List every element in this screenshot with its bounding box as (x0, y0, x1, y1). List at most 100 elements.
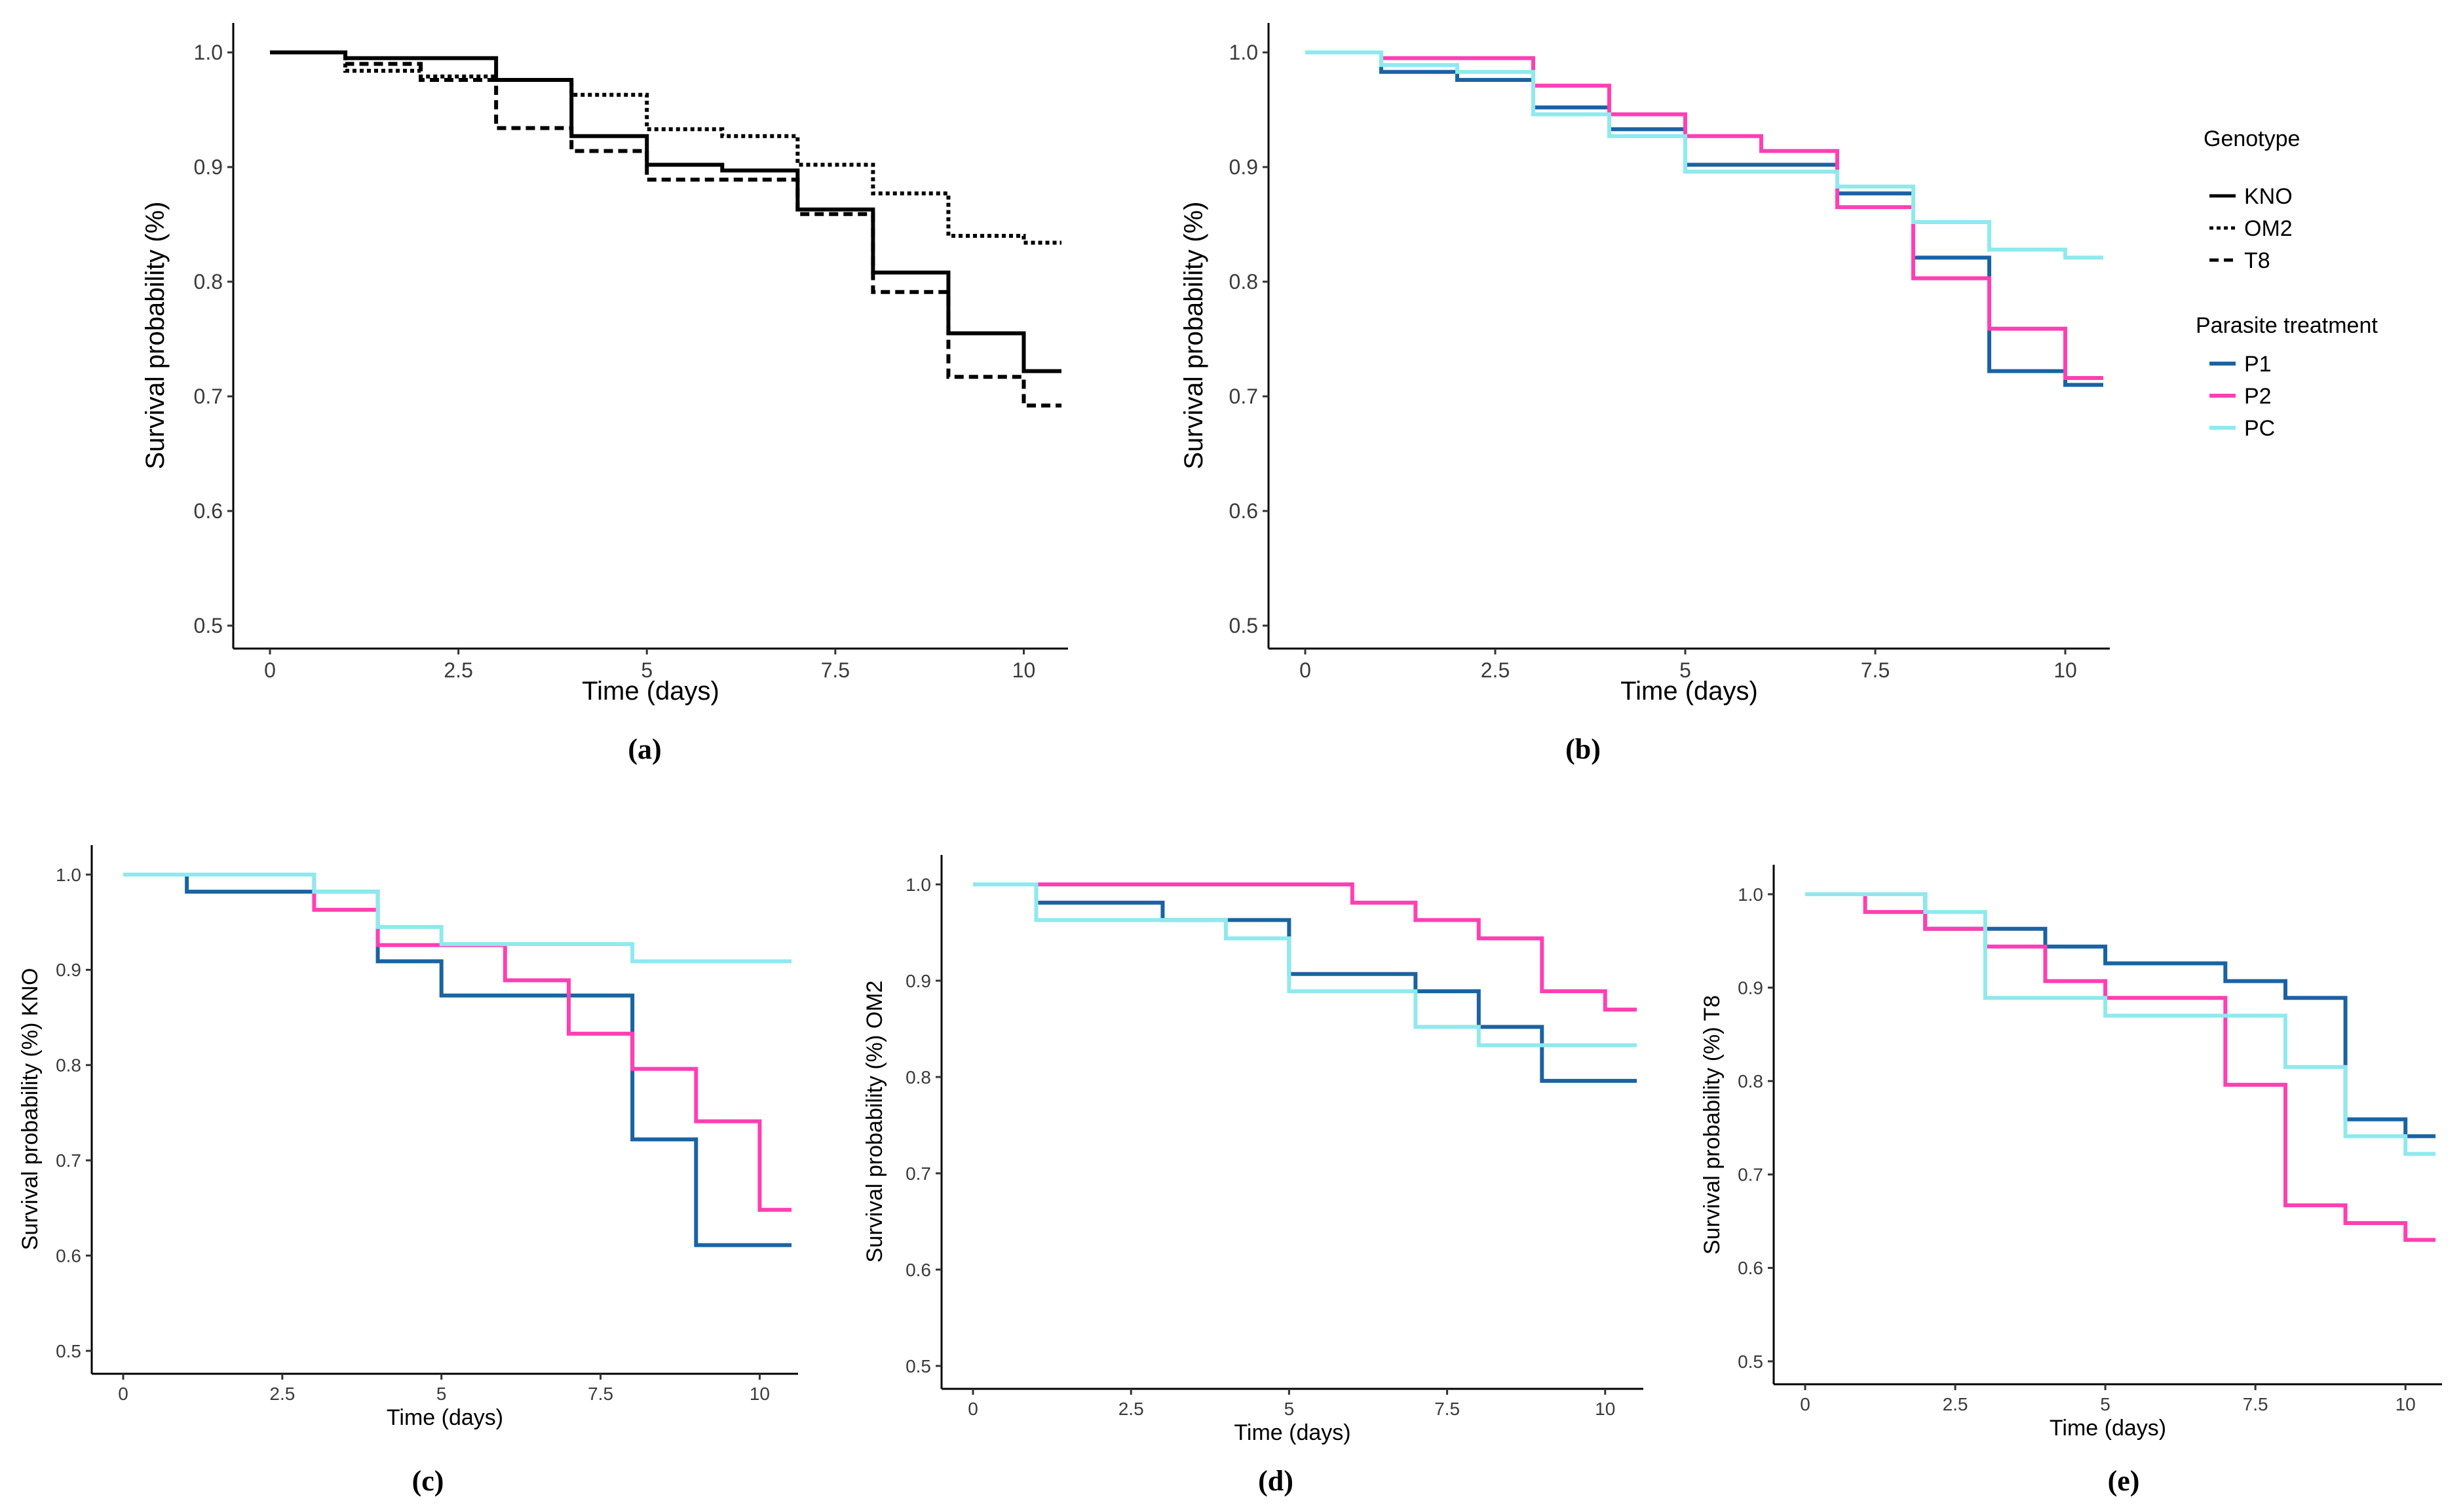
chart-panel-3: 0.5 0.6 0.7 0.8 0.9 1.0 0 2.5 5 7.5 10 Time (days) S… (18, 845, 798, 1497)
series-line-pc (123, 873, 792, 964)
x-tick-label: 5 (641, 658, 653, 682)
series-line-p1 (123, 873, 792, 1247)
legend: Genotype KNO OM2 T8 Parasite treatment P… (2196, 126, 2378, 441)
series-line-om2 (270, 50, 1061, 245)
y-tick-label: 1.0 (1229, 41, 1258, 64)
y-tick-label: 0.9 (56, 960, 81, 980)
y-tick-label: 0.6 (1229, 499, 1258, 523)
y-tick-label: 0.8 (56, 1055, 81, 1076)
y-axis-label: Survival probability (%) (1179, 201, 1208, 469)
x-tick-label: 7.5 (821, 658, 850, 682)
y-tick-label: 0.8 (194, 270, 223, 293)
legend-label-om2: OM2 (2244, 216, 2293, 241)
x-axis-label: Time (days) (582, 677, 719, 706)
x-tick-label: 0 (1800, 1394, 1810, 1414)
y-tick-label: 0.5 (1229, 614, 1258, 637)
y-tick-label: 0.6 (1738, 1258, 1763, 1278)
panel-label: (c) (412, 1465, 444, 1497)
panel-label: (b) (1565, 733, 1601, 765)
panel-label: (a) (628, 733, 661, 765)
chart-panels: 0.5 0.6 0.7 0.8 0.9 1.0 0 2.5 5 7.5 10 Time (days) S… (18, 23, 2442, 1497)
x-tick-label: 10 (1595, 1399, 1615, 1419)
chart-panel-4: 0.5 0.6 0.7 0.8 0.9 1.0 0 2.5 5 7.5 10 Time (days) S… (862, 855, 1643, 1497)
series-line-t8 (270, 50, 1061, 407)
x-tick-label: 10 (1012, 658, 1036, 682)
x-tick-label: 2.5 (444, 658, 472, 682)
y-tick-label: 0.8 (906, 1067, 931, 1087)
legend-label-p1: P1 (2244, 352, 2272, 377)
y-axis-label: Survival probability (%) (141, 201, 170, 469)
y-axis-label: Survival probability (%) KNO (18, 968, 43, 1251)
panel-label: (e) (2108, 1465, 2140, 1497)
x-tick-label: 0 (1299, 658, 1311, 682)
y-tick-label: 1.0 (1738, 884, 1763, 905)
y-tick-label: 0.7 (1229, 385, 1258, 408)
y-tick-label: 0.6 (56, 1245, 81, 1266)
series-line-pc (1805, 892, 2435, 1156)
x-tick-label: 7.5 (1861, 658, 1890, 682)
series-line-p2 (1805, 892, 2435, 1242)
y-tick-label: 0.6 (906, 1260, 931, 1280)
x-tick-label: 0 (968, 1399, 978, 1419)
chart-panel-2: 0.5 0.6 0.7 0.8 0.9 1.0 0 2.5 5 7.5 10 Time (days) S… (1179, 23, 2110, 765)
legend-label-t8: T8 (2244, 248, 2270, 273)
x-tick-label: 10 (2053, 658, 2077, 682)
y-tick-label: 0.9 (1738, 977, 1763, 998)
x-tick-label: 10 (750, 1384, 770, 1404)
y-tick-label: 0.7 (56, 1150, 81, 1171)
x-tick-label: 5 (1679, 658, 1691, 682)
y-tick-label: 0.9 (194, 155, 223, 179)
series-line-p2 (1305, 50, 2103, 380)
chart-panel-5: 0.5 0.6 0.7 0.8 0.9 1.0 0 2.5 5 7.5 10 Time (days) S… (1700, 865, 2442, 1497)
series-line-kno (270, 50, 1061, 373)
x-tick-label: 7.5 (588, 1384, 613, 1404)
legend-genotype-title: Genotype (2204, 126, 2300, 151)
y-tick-label: 1.0 (194, 41, 223, 64)
series-line-pc (1305, 50, 2103, 260)
x-tick-label: 2.5 (1481, 658, 1510, 682)
x-axis-label: Time (days) (2050, 1416, 2166, 1441)
series-line-p2 (123, 873, 792, 1212)
x-axis-label: Time (days) (1620, 677, 1758, 706)
y-tick-label: 0.7 (194, 385, 223, 408)
legend-label-p2: P2 (2244, 384, 2272, 409)
series-line-p2 (973, 882, 1637, 1012)
chart-panel-1: 0.5 0.6 0.7 0.8 0.9 1.0 0 2.5 5 7.5 10 Time (days) S… (141, 23, 1068, 765)
y-tick-label: 0.9 (1229, 155, 1258, 179)
y-tick-label: 0.5 (906, 1356, 931, 1376)
series-line-p1 (973, 882, 1637, 1083)
y-tick-label: 1.0 (56, 865, 81, 885)
x-tick-label: 5 (2100, 1394, 2110, 1414)
y-tick-label: 0.8 (1229, 270, 1258, 293)
y-tick-label: 0.5 (1738, 1351, 1763, 1372)
series-line-p1 (1305, 50, 2103, 387)
x-tick-label: 7.5 (1434, 1399, 1460, 1419)
x-tick-label: 0 (264, 658, 276, 682)
legend-treatment-title: Parasite treatment (2196, 313, 2378, 338)
y-tick-label: 0.5 (56, 1341, 81, 1361)
x-axis-label: Time (days) (387, 1405, 503, 1430)
x-tick-label: 10 (2396, 1394, 2416, 1414)
y-axis-label: Survival probability (%) OM2 (862, 981, 887, 1263)
x-axis-label: Time (days) (1234, 1420, 1350, 1445)
x-tick-label: 2.5 (1943, 1394, 1968, 1414)
x-tick-label: 0 (118, 1384, 128, 1404)
y-tick-label: 1.0 (906, 875, 931, 895)
series-line-pc (973, 882, 1637, 1048)
x-tick-label: 7.5 (2243, 1394, 2268, 1414)
x-tick-label: 2.5 (1118, 1399, 1144, 1419)
legend-label-kno: KNO (2244, 184, 2293, 209)
y-tick-label: 0.8 (1738, 1071, 1763, 1091)
x-tick-label: 2.5 (269, 1384, 295, 1404)
x-tick-label: 5 (1284, 1399, 1295, 1419)
y-tick-label: 0.9 (906, 971, 931, 991)
y-tick-label: 0.6 (194, 499, 223, 523)
y-tick-label: 0.5 (194, 614, 223, 637)
y-tick-label: 0.7 (906, 1163, 931, 1184)
legend-label-pc: PC (2244, 416, 2275, 441)
x-tick-label: 5 (436, 1384, 447, 1404)
panel-label: (d) (1258, 1465, 1293, 1497)
y-tick-label: 0.7 (1738, 1165, 1763, 1185)
y-axis-label: Survival probability (%) T8 (1700, 995, 1725, 1255)
